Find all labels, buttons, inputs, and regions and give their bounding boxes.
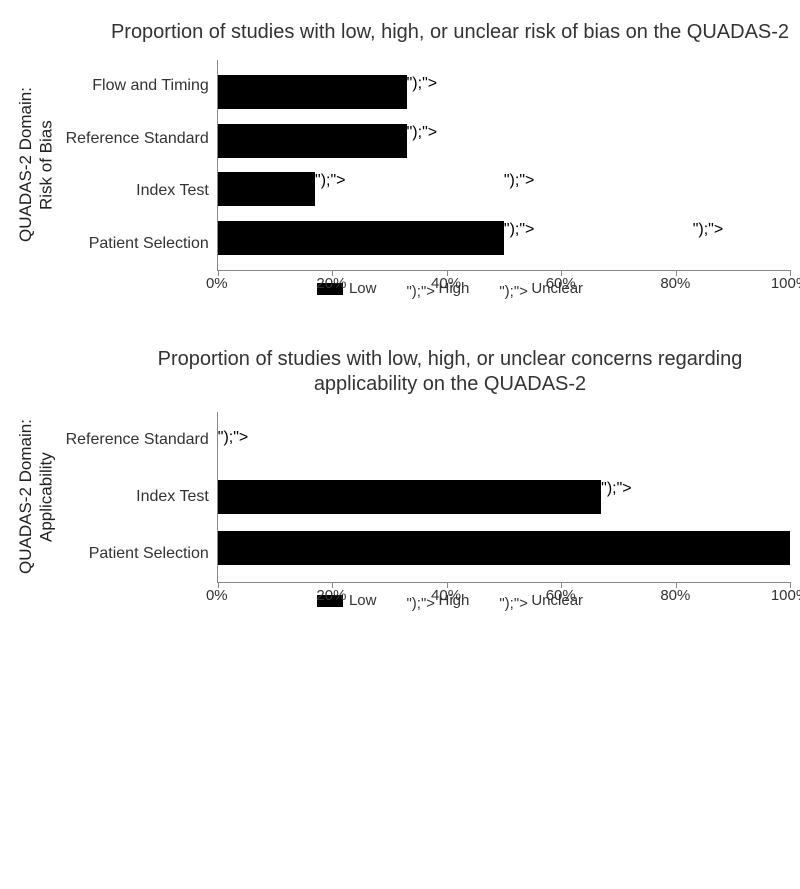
x-tick-label: 0% — [206, 275, 228, 292]
plot-area: ");"> ");"> — [217, 412, 790, 583]
bar-segment-high: ");"> — [315, 172, 504, 206]
x-tick-label: 0% — [206, 587, 228, 604]
y-axis-title: QUADAS-2 Domain:Applicability — [10, 412, 57, 582]
bar-segment-unclear: ");"> — [601, 480, 790, 514]
category-label: Reference Standard — [57, 122, 217, 156]
bar-row: ");"> — [218, 480, 790, 514]
x-tick-label: 20% — [316, 275, 346, 292]
x-tick-label: 80% — [660, 587, 690, 604]
bar-segment-unclear: ");"> — [693, 221, 790, 255]
chart-risk_of_bias: Proportion of studies with low, high, or… — [10, 20, 790, 297]
bar-segment-low — [218, 221, 504, 255]
category-label: Patient Selection — [57, 227, 217, 261]
bar-segment-low — [218, 480, 601, 514]
bar-row: ");"> — [218, 75, 790, 109]
bar-row: ");">");"> — [218, 221, 790, 255]
bar-segment-unclear: ");"> — [504, 172, 790, 206]
category-label: Flow and Timing — [57, 69, 217, 103]
x-tick-label: 60% — [546, 587, 576, 604]
bar-segment-low — [218, 124, 407, 158]
bar-row — [218, 531, 790, 565]
bar-row: ");">");"> — [218, 172, 790, 206]
category-label: Index Test — [57, 480, 217, 514]
x-tick-label: 100% — [771, 587, 800, 604]
plot-area: ");">");">");">");">");">");"> — [217, 60, 790, 271]
category-label: Index Test — [57, 174, 217, 208]
x-tick-label: 100% — [771, 275, 800, 292]
category-label: Patient Selection — [57, 537, 217, 571]
bar-segment-low — [218, 531, 790, 565]
bar-segment-unclear: ");"> — [218, 429, 790, 463]
bar-segment-unclear: ");"> — [407, 75, 790, 109]
bar-segment-high: ");"> — [504, 221, 693, 255]
x-tick-label: 60% — [546, 275, 576, 292]
chart-title: Proportion of studies with low, high, or… — [10, 347, 790, 397]
chart-applicability: Proportion of studies with low, high, or… — [10, 347, 790, 609]
bar-segment-low — [218, 172, 315, 206]
x-tick-label: 20% — [316, 587, 346, 604]
bar-segment-unclear: ");"> — [407, 124, 790, 158]
x-tick-label: 80% — [660, 275, 690, 292]
x-tick-label: 40% — [431, 587, 461, 604]
category-label: Reference Standard — [57, 423, 217, 457]
y-axis-title: QUADAS-2 Domain:Risk of Bias — [10, 60, 57, 270]
x-tick-label: 40% — [431, 275, 461, 292]
x-axis: 0%20%40%60%80%100% — [217, 271, 790, 295]
bar-segment-low — [218, 75, 407, 109]
chart-title: Proportion of studies with low, high, or… — [10, 20, 790, 45]
bar-row: ");"> — [218, 124, 790, 158]
bar-row: ");"> — [218, 429, 790, 463]
x-axis: 0%20%40%60%80%100% — [217, 583, 790, 607]
